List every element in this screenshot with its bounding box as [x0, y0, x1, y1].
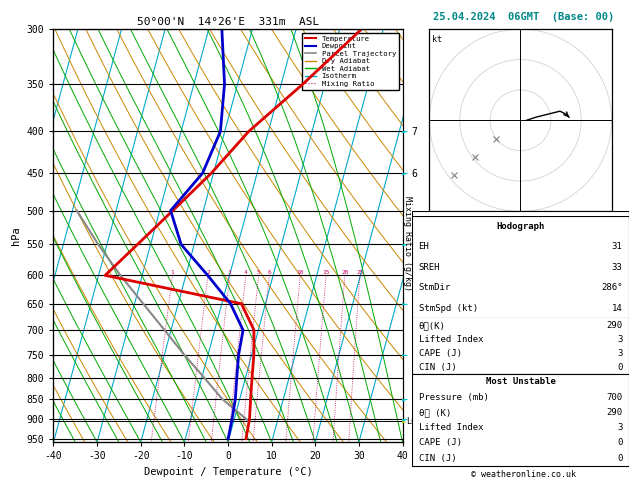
Text: 0: 0 — [617, 438, 623, 447]
Y-axis label: km
ASL: km ASL — [420, 227, 442, 244]
Text: EH: EH — [418, 243, 429, 251]
Text: 23: 23 — [612, 218, 623, 227]
Text: 4: 4 — [244, 270, 248, 276]
Bar — [412, 374, 629, 466]
X-axis label: Dewpoint / Temperature (°C): Dewpoint / Temperature (°C) — [143, 467, 313, 477]
Text: ►: ► — [403, 417, 406, 422]
Text: ►: ► — [403, 396, 406, 402]
Text: ►: ► — [403, 301, 406, 307]
Text: 1: 1 — [170, 270, 174, 276]
Text: -0.2: -0.2 — [601, 308, 623, 317]
Text: Hodograph: Hodograph — [496, 222, 545, 231]
Text: 14: 14 — [612, 304, 623, 312]
Text: 6: 6 — [267, 270, 271, 276]
Text: 5: 5 — [257, 270, 260, 276]
Text: K: K — [418, 218, 424, 227]
Text: 3: 3 — [617, 423, 623, 432]
Text: Lifted Index: Lifted Index — [418, 335, 483, 344]
Text: 31: 31 — [612, 243, 623, 251]
Text: 25.04.2024  06GMT  (Base: 00): 25.04.2024 06GMT (Base: 00) — [433, 12, 614, 22]
Text: StmDir: StmDir — [418, 283, 451, 292]
Text: 2: 2 — [206, 270, 209, 276]
Text: CIN (J): CIN (J) — [418, 363, 456, 372]
Text: StmSpd (kt): StmSpd (kt) — [418, 304, 477, 312]
Text: © weatheronline.co.uk: © weatheronline.co.uk — [471, 469, 576, 479]
Text: 10: 10 — [296, 270, 304, 276]
Text: CAPE (J): CAPE (J) — [418, 438, 462, 447]
Text: kt: kt — [432, 35, 442, 44]
Text: ►: ► — [403, 242, 406, 247]
Text: 0: 0 — [617, 453, 623, 463]
Text: 3: 3 — [617, 335, 623, 344]
Text: ►: ► — [403, 128, 406, 134]
Text: θᴄ(K): θᴄ(K) — [418, 321, 445, 330]
Text: CAPE (J): CAPE (J) — [418, 349, 462, 358]
Text: 3.9: 3.9 — [606, 294, 623, 303]
Text: 700: 700 — [606, 393, 623, 401]
Text: 57: 57 — [612, 240, 623, 249]
Text: 290: 290 — [606, 408, 623, 417]
Text: 3: 3 — [228, 270, 231, 276]
Bar — [412, 278, 629, 374]
Text: ►: ► — [403, 418, 406, 424]
Legend: Temperature, Dewpoint, Parcel Trajectory, Dry Adiabat, Wet Adiabat, Isotherm, Mi: Temperature, Dewpoint, Parcel Trajectory… — [302, 33, 399, 89]
Text: 0.94: 0.94 — [601, 262, 623, 271]
Text: 33: 33 — [612, 263, 623, 272]
Text: CIN (J): CIN (J) — [418, 453, 456, 463]
Text: 3: 3 — [617, 349, 623, 358]
Bar — [412, 211, 629, 278]
Text: Most Unstable: Most Unstable — [486, 378, 555, 386]
Text: 286°: 286° — [601, 283, 623, 292]
Text: 20: 20 — [341, 270, 348, 276]
Text: Temp (°C): Temp (°C) — [418, 294, 467, 303]
Text: Lifted Index: Lifted Index — [418, 423, 483, 432]
Text: 290: 290 — [606, 321, 623, 330]
Title: 50°00'N  14°26'E  331m  ASL: 50°00'N 14°26'E 331m ASL — [137, 17, 319, 27]
Text: ►: ► — [403, 351, 406, 358]
Text: Pressure (mb): Pressure (mb) — [418, 393, 488, 401]
Text: 0: 0 — [617, 363, 623, 372]
Y-axis label: hPa: hPa — [11, 226, 21, 245]
Text: Dewp (°C): Dewp (°C) — [418, 308, 467, 317]
Text: Totals Totals: Totals Totals — [418, 240, 488, 249]
Text: 15: 15 — [322, 270, 330, 276]
Text: θᴄ (K): θᴄ (K) — [418, 408, 451, 417]
Text: Surface: Surface — [502, 280, 539, 289]
Text: PW (cm): PW (cm) — [418, 262, 456, 271]
Text: LCL: LCL — [406, 417, 421, 426]
Text: ►: ► — [403, 170, 406, 176]
Text: 25: 25 — [356, 270, 364, 276]
Text: Mixing Ratio (g/kg): Mixing Ratio (g/kg) — [403, 195, 412, 291]
Text: SREH: SREH — [418, 263, 440, 272]
